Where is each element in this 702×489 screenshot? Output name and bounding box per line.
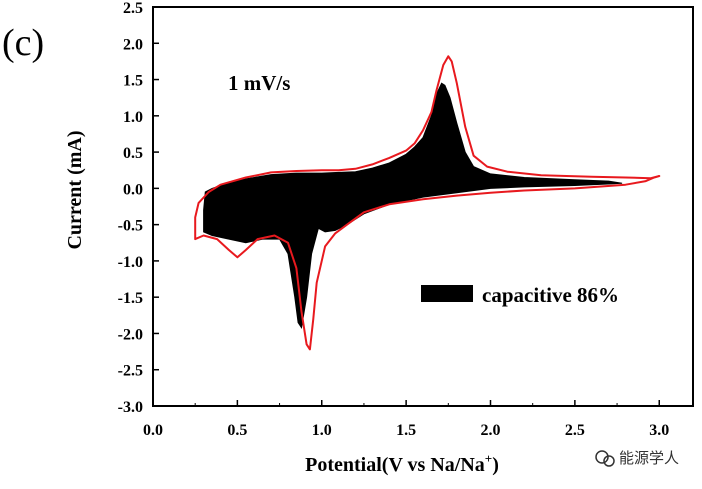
y-tick-label: -2.0 [118, 326, 143, 343]
plot-frame [152, 6, 694, 407]
x-tick-label: 2.0 [481, 422, 501, 439]
y-tick-label: 2.0 [123, 36, 143, 53]
y-tick-label: -0.5 [118, 218, 143, 235]
x-axis-title-close: ) [492, 454, 499, 476]
capacitive-area [203, 82, 623, 330]
y-axis-title: Current (mA) [64, 130, 86, 249]
x-tick-label: 2.5 [565, 422, 585, 439]
y-tick-label: 2.5 [123, 0, 143, 17]
x-axis-title: Potential(V vs Na/Na+) [305, 451, 499, 476]
y-tick-label: -1.0 [118, 254, 143, 271]
watermark: 能源学人 [595, 449, 679, 467]
y-tick-label: -1.5 [118, 290, 143, 307]
series-layer [194, 55, 661, 351]
y-tick-label: 0.5 [123, 145, 143, 162]
wechat-icon-b [603, 455, 615, 467]
x-axis-title-sup: + [485, 451, 492, 466]
x-tick-label: 3.0 [649, 422, 669, 439]
y-tick-label: 0.0 [123, 181, 143, 198]
legend-swatch [421, 285, 473, 302]
x-tick-label: 1.5 [396, 422, 416, 439]
y-tick-label: -2.5 [118, 363, 143, 380]
x-tick-label: 0.5 [227, 422, 247, 439]
x-tick-label: 1.0 [312, 422, 332, 439]
x-tick-label: 0.0 [143, 422, 163, 439]
legend-label: capacitive 86% [482, 283, 619, 307]
watermark-text: 能源学人 [619, 449, 679, 467]
scan-rate-annotation: 1 mV/s [228, 71, 290, 95]
total-cv-curve [194, 55, 661, 351]
x-axis-title-main: Potential(V vs Na/Na [305, 454, 485, 476]
wechat-icon [595, 450, 609, 464]
y-tick-label: 1.0 [123, 109, 143, 126]
y-tick-label: -3.0 [118, 399, 143, 416]
ticks-layer: 0.0 0.5 1.0 1.5 2.0 2.5 3.02.52.01.51.00.50.0-… [118, 0, 670, 439]
panel-label: (c) [2, 22, 44, 64]
y-tick-label: 1.5 [123, 73, 143, 90]
